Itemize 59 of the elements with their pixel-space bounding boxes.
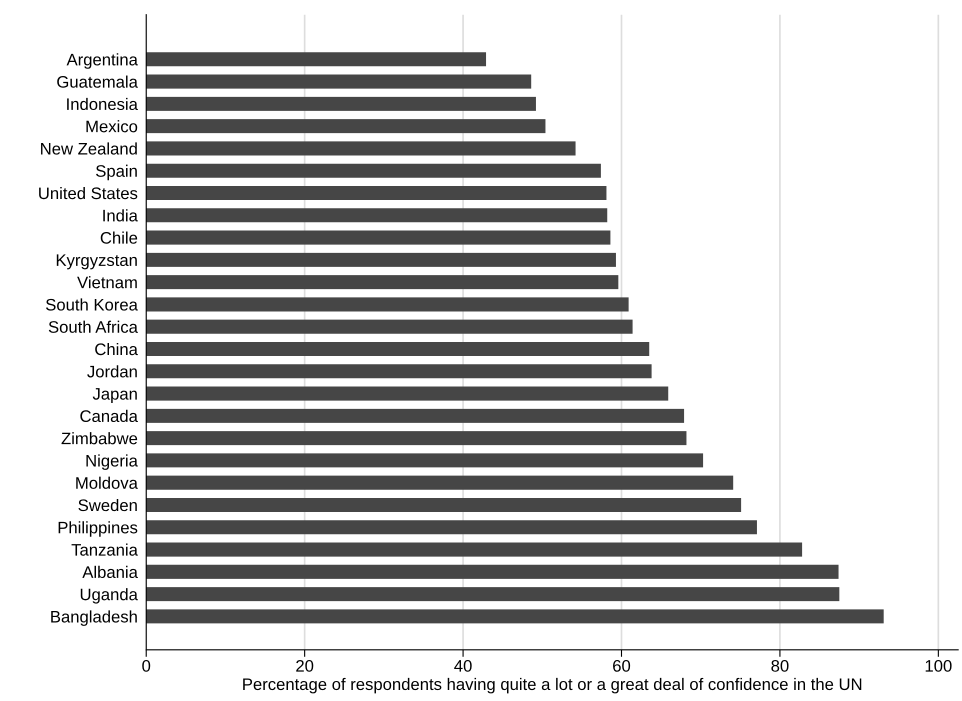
y-tick-label: Spain: [96, 164, 137, 180]
bar: [146, 141, 576, 156]
bar: [146, 230, 610, 245]
y-tick-label: Zimbabwe: [62, 432, 138, 444]
y-tick-label: South Africa: [48, 320, 138, 333]
bar: [146, 275, 618, 290]
bar: [146, 320, 633, 334]
bar: [146, 498, 742, 512]
bar: [146, 587, 840, 602]
bar: [146, 297, 629, 312]
y-tick-label: Mexico: [86, 120, 138, 132]
y-tick-label: Argentina: [66, 53, 138, 69]
x-tick-label: 60: [613, 660, 630, 672]
bar: [146, 208, 608, 222]
bar: [146, 408, 684, 423]
y-tick-label: Sweden: [78, 498, 137, 512]
bar: [146, 186, 606, 200]
bar: [146, 386, 668, 401]
y-tick-label: India: [103, 209, 138, 222]
bar: [146, 520, 757, 534]
y-tick-label: Jordan: [87, 365, 137, 378]
bar: [146, 119, 546, 134]
bar: [146, 476, 734, 490]
y-tick-label: Moldova: [76, 476, 138, 489]
y-tick-label: Vietnam: [77, 276, 137, 288]
bar: [146, 542, 802, 557]
y-tick-label: Chile: [100, 232, 138, 244]
x-tick-label: 20: [296, 660, 314, 672]
x-tick-label: 0: [142, 660, 150, 672]
x-axis-title: Percentage of respondents having quite a lot or a great deal of confidence in the UN: [243, 678, 862, 694]
x-tick-label: 40: [454, 660, 472, 672]
bar: [146, 564, 839, 579]
x-tick-label: 80: [771, 660, 789, 672]
y-tick-label: Kyrgyzstan: [56, 254, 137, 270]
bar: [146, 364, 652, 378]
bar: [146, 252, 616, 267]
y-tick-label: China: [95, 342, 138, 356]
bar: [146, 609, 884, 624]
y-tick-label: Albania: [82, 566, 138, 578]
y-tick-label: Philippines: [58, 521, 138, 537]
y-tick-label: South Korea: [46, 298, 138, 311]
y-tick-label: Bangladesh: [51, 610, 137, 626]
y-tick-label: Canada: [80, 410, 138, 422]
bar: [146, 431, 686, 446]
y-tick-label: Uganda: [80, 588, 138, 604]
bar: [146, 342, 650, 356]
bar: [146, 52, 486, 66]
bar: [146, 453, 704, 468]
bar: [146, 164, 601, 178]
y-tick-label: New Zealand: [41, 142, 137, 155]
y-tick-label: Nigeria: [86, 454, 138, 470]
y-tick-label: Tanzania: [72, 544, 138, 556]
y-tick-label: Indonesia: [67, 98, 138, 110]
bar: [146, 96, 536, 111]
y-tick-label: Guatemala: [57, 76, 138, 88]
y-tick-label: United States: [39, 186, 138, 200]
bar: [146, 74, 532, 89]
y-tick-label: Japan: [92, 388, 137, 404]
x-tick-label: 100: [926, 660, 952, 672]
